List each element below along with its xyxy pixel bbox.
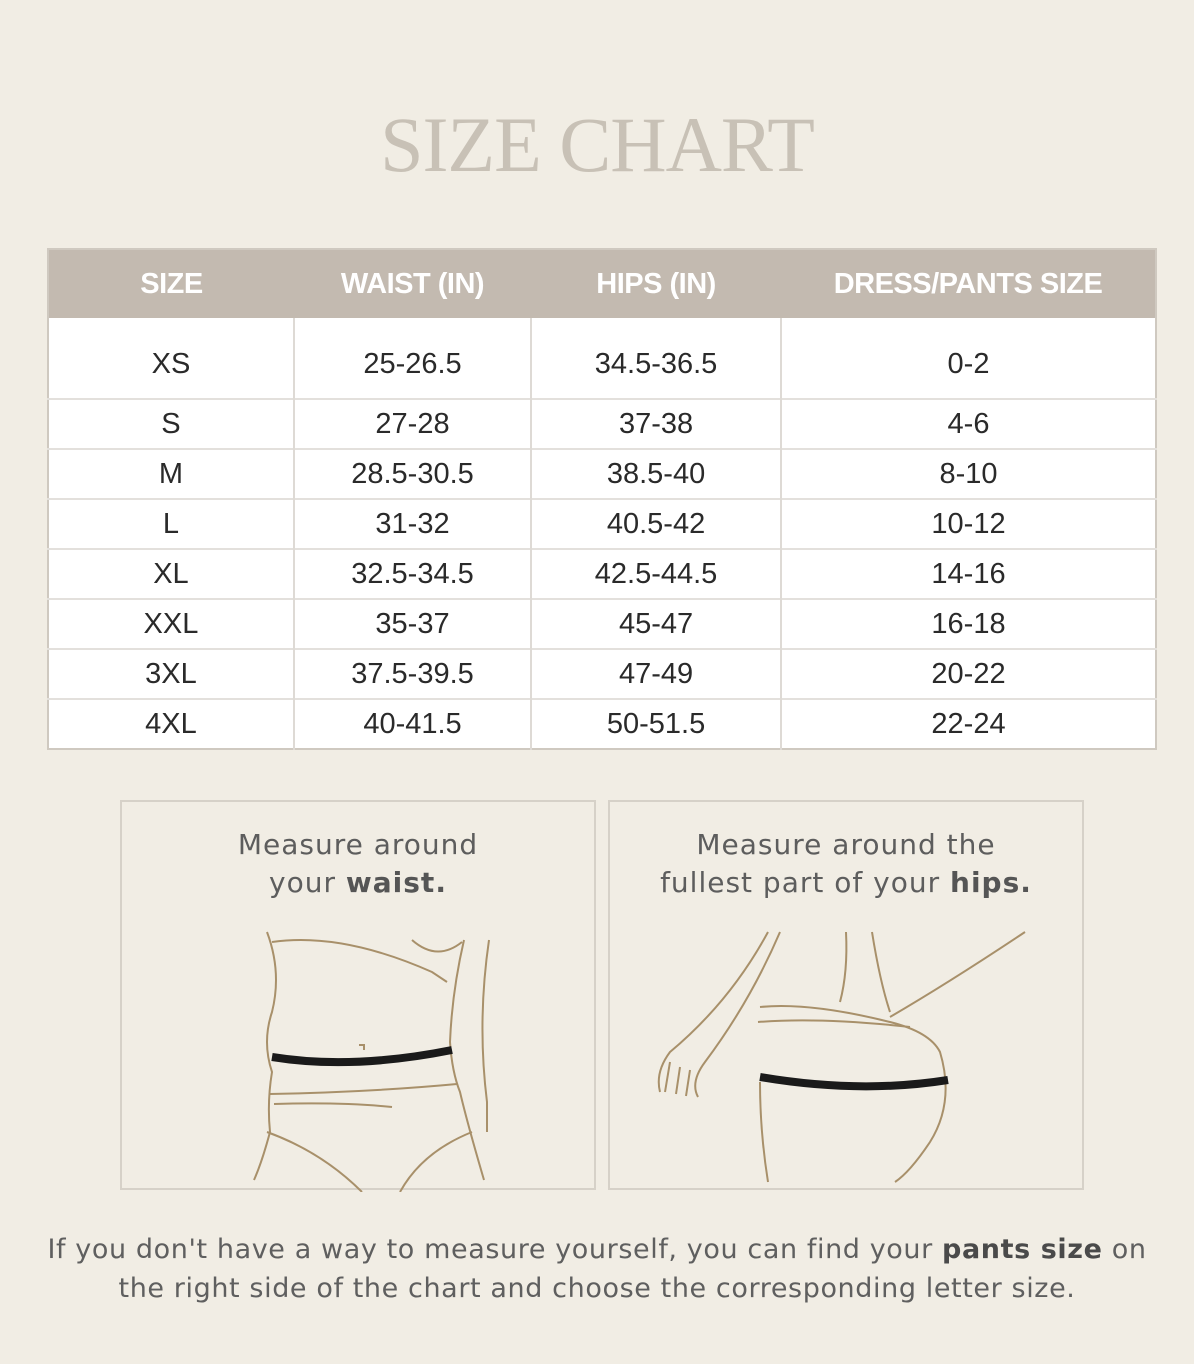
footer-text: If you don't have a way to measure yours… bbox=[47, 1234, 943, 1265]
table-cell: 31-32 bbox=[292, 498, 532, 549]
table-cell: 3XL bbox=[48, 648, 294, 699]
waist-caption: Measure around your waist. bbox=[122, 826, 594, 902]
table-cell: M bbox=[48, 448, 294, 499]
table-cell: 22-24 bbox=[780, 698, 1156, 749]
hips-caption: Measure around the fullest part of your … bbox=[610, 826, 1082, 902]
table-cell: 45-47 bbox=[530, 598, 781, 649]
table-cell: 40-41.5 bbox=[292, 698, 532, 749]
table-header-row: SIZE WAIST (IN) HIPS (IN) DRESS/PANTS SIZE bbox=[48, 249, 1156, 318]
table-cell: 0-2 bbox=[780, 318, 1156, 399]
table-cell: L bbox=[48, 498, 294, 549]
table-cell: 16-18 bbox=[780, 598, 1156, 649]
table-cell: S bbox=[48, 398, 294, 449]
hips-caption-line1: Measure around the bbox=[696, 828, 996, 861]
waist-illustration bbox=[253, 931, 490, 1192]
column-header: SIZE bbox=[48, 249, 294, 318]
waist-panel: Measure around your waist. bbox=[120, 800, 596, 1192]
table-cell: 47-49 bbox=[530, 648, 781, 699]
hips-caption-line2: fullest part of your bbox=[660, 866, 951, 899]
footer-line2: the right side of the chart and choose t… bbox=[118, 1273, 1076, 1304]
table-cell: 4-6 bbox=[780, 398, 1156, 449]
table-cell: XXL bbox=[48, 598, 294, 649]
table-cell: 10-12 bbox=[780, 498, 1156, 549]
table-row: XL 32.5-34.5 42.5-44.5 14-16 bbox=[48, 548, 1156, 599]
table-cell: 20-22 bbox=[780, 648, 1156, 699]
table-row: M 28.5-30.5 38.5-40 8-10 bbox=[48, 448, 1156, 499]
table-cell: 25-26.5 bbox=[292, 318, 532, 399]
page-title: SIZE CHART bbox=[380, 101, 815, 188]
column-header: WAIST (IN) bbox=[293, 249, 532, 318]
hips-panel: Measure around the fullest part of your … bbox=[608, 800, 1084, 1190]
hips-illustration bbox=[657, 931, 1026, 1183]
table-cell: 38.5-40 bbox=[530, 448, 781, 499]
table-cell: 40.5-42 bbox=[530, 498, 781, 549]
table-row: 4XL 40-41.5 50-51.5 22-24 bbox=[48, 698, 1156, 749]
table-cell: XL bbox=[48, 548, 294, 599]
waist-caption-line2: your bbox=[269, 866, 346, 899]
table-cell: 42.5-44.5 bbox=[530, 548, 781, 599]
table-cell: XS bbox=[151, 347, 191, 380]
footer-bold: pants size bbox=[942, 1234, 1103, 1265]
table-cell: 28.5-30.5 bbox=[292, 448, 532, 499]
table-row: 3XL 37.5-39.5 47-49 20-22 bbox=[48, 648, 1156, 699]
table-row: S 27-28 37-38 4-6 bbox=[48, 398, 1156, 449]
column-header: DRESS/PANTS SIZE bbox=[781, 249, 1156, 318]
footer-note: If you don't have a way to measure yours… bbox=[0, 1230, 1194, 1308]
waist-caption-line1: Measure around bbox=[237, 828, 479, 861]
column-header: HIPS (IN) bbox=[531, 249, 781, 318]
table-cell: 27-28 bbox=[292, 398, 532, 449]
table-row: XXL 35-37 45-47 16-18 bbox=[48, 598, 1156, 649]
hips-caption-bold: hips. bbox=[950, 866, 1032, 899]
table-row: L 31-32 40.5-42 10-12 bbox=[48, 498, 1156, 549]
table-cell: 50-51.5 bbox=[530, 698, 781, 749]
footer-text-end: on bbox=[1102, 1234, 1147, 1265]
table-cell: 32.5-34.5 bbox=[292, 548, 532, 599]
table-cell: 34.5-36.5 bbox=[530, 318, 781, 399]
size-table: SIZE WAIST (IN) HIPS (IN) DRESS/PANTS SIZE … bbox=[47, 248, 1157, 750]
table-cell: 14-16 bbox=[780, 548, 1156, 599]
table-cell: 8-10 bbox=[780, 448, 1156, 499]
table-cell: 37-38 bbox=[530, 398, 781, 449]
table-cell: 37.5-39.5 bbox=[292, 648, 532, 699]
table-row: XS 25-26.5 34.5-36.5 0-2 bbox=[48, 318, 1156, 399]
table-cell: 35-37 bbox=[292, 598, 532, 649]
table-cell: 4XL bbox=[48, 698, 294, 749]
waist-caption-bold: waist. bbox=[345, 866, 447, 899]
